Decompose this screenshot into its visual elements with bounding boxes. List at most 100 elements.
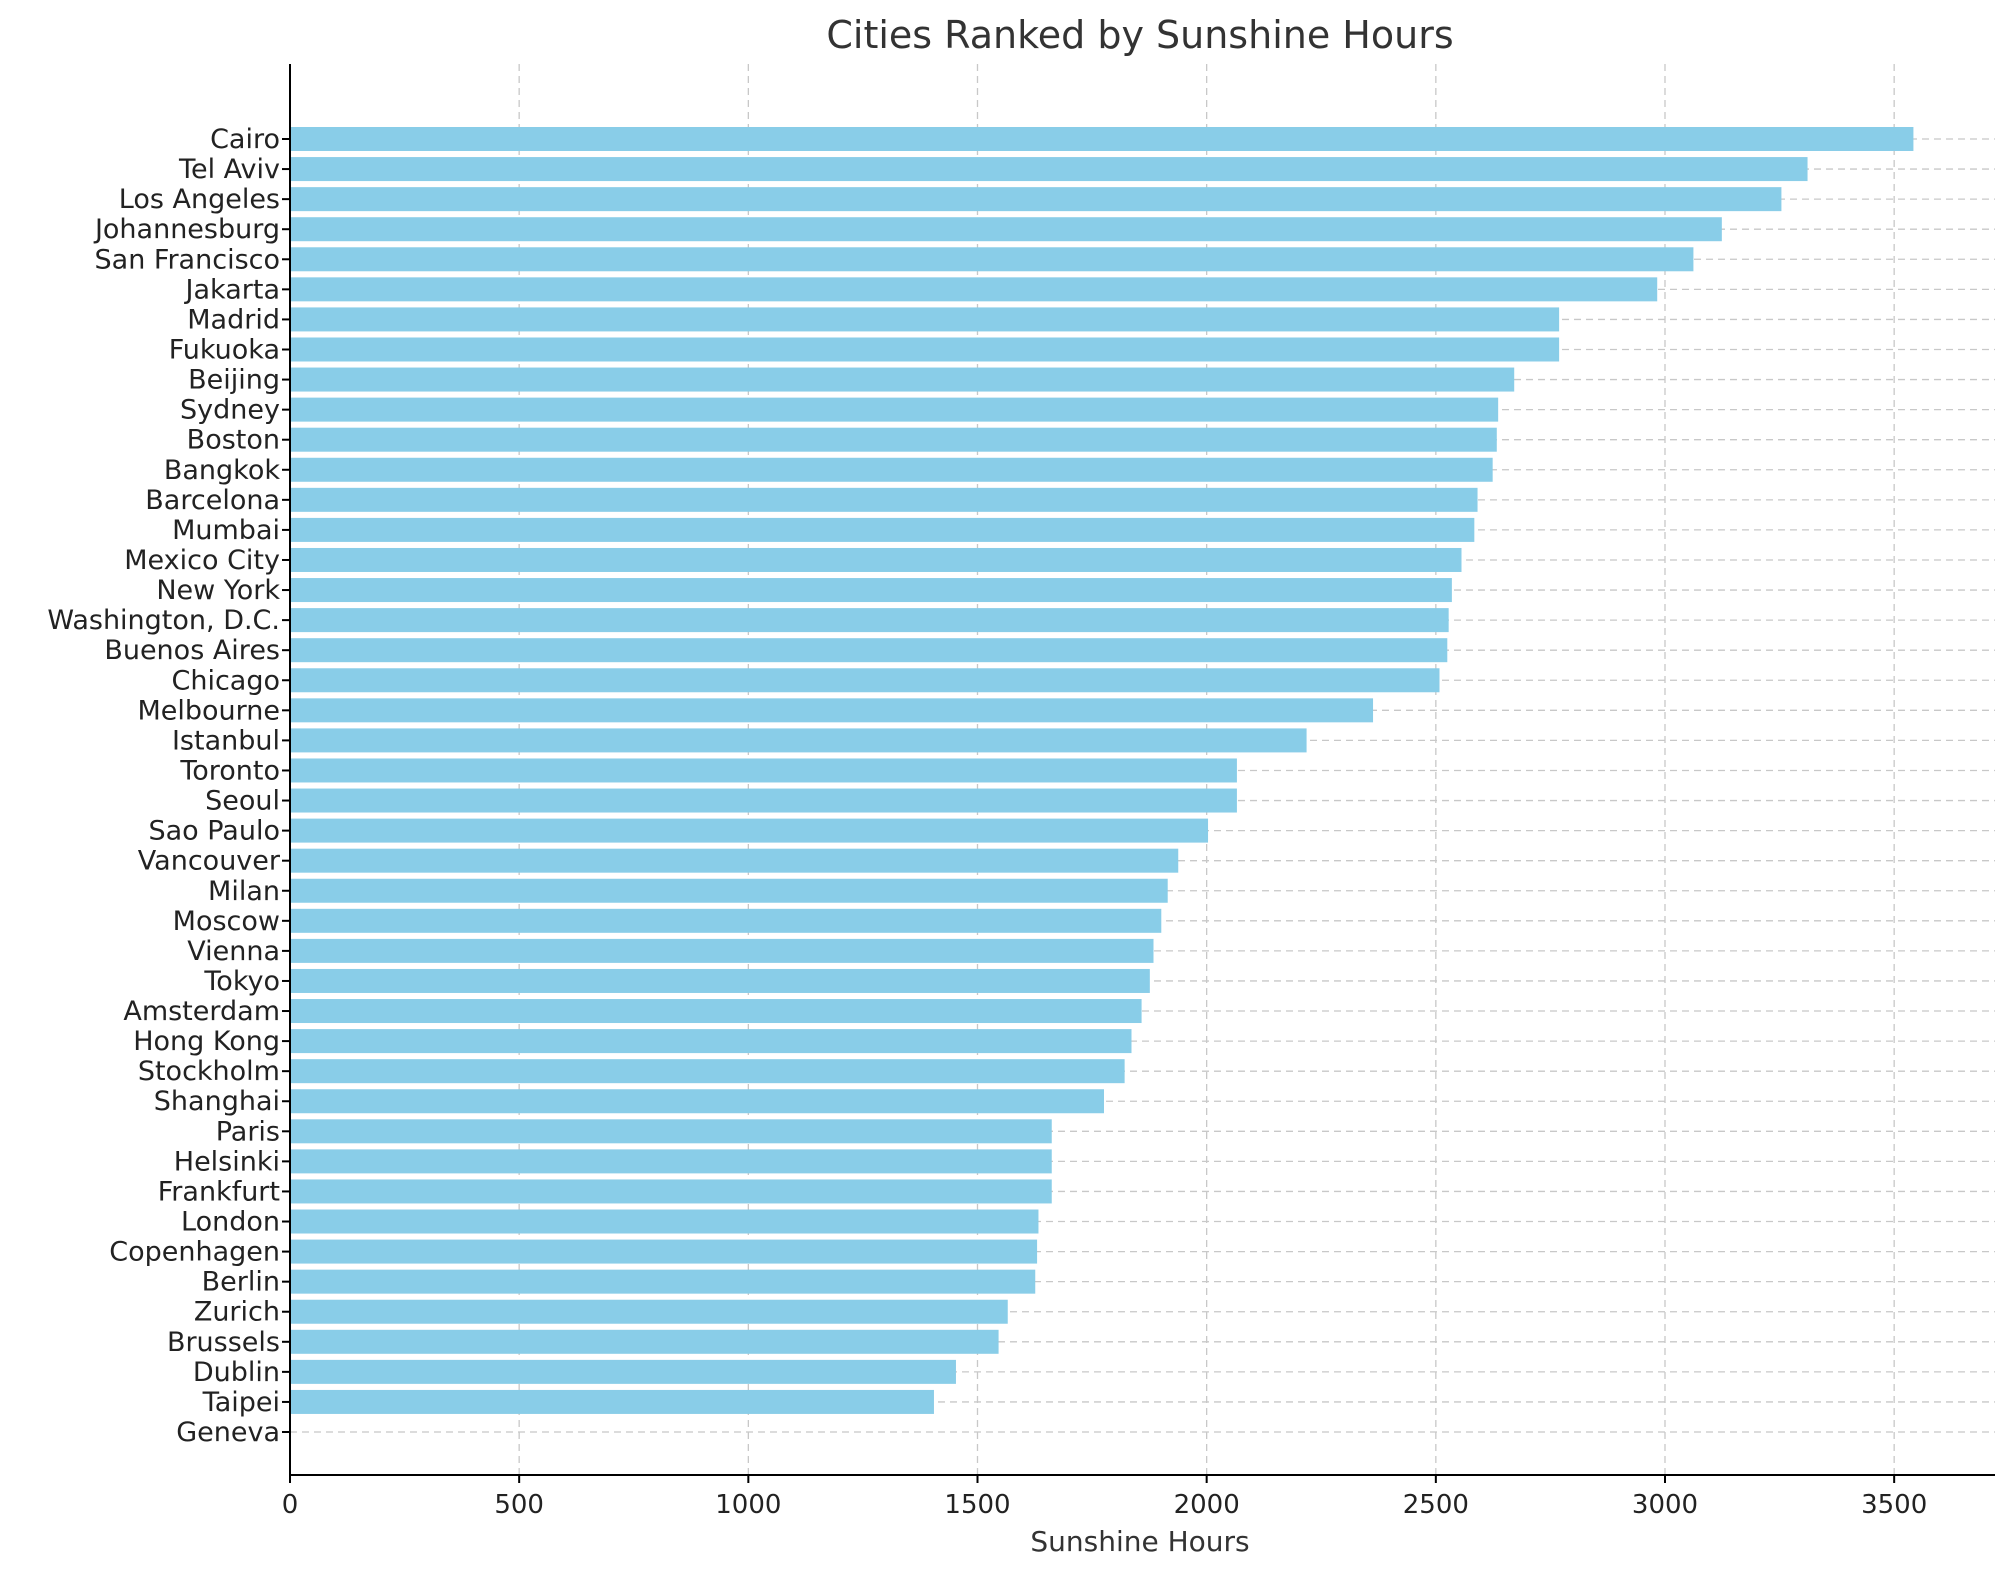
y-tick-label: Chicago [171,665,280,696]
y-tick-label: Paris [216,1116,280,1147]
y-tick-label: New York [156,575,280,606]
bar-milan [290,878,1168,903]
y-tick-label: Shanghai [154,1086,280,1117]
y-tick-label: Toronto [179,755,280,786]
bar-tel-aviv [290,157,1808,182]
y-tick-label: Zurich [194,1297,280,1328]
y-tick-label: Seoul [205,786,280,817]
bar-buenos-aires [290,638,1448,663]
bar-tokyo [290,968,1150,993]
y-tick-label: Sydney [180,395,280,426]
y-tick-label: Copenhagen [109,1237,280,1268]
y-tick-label: Helsinki [174,1146,280,1177]
y-tick-label: Fukuoka [169,334,280,365]
bar-shanghai [290,1089,1104,1114]
y-tick-label: Istanbul [172,725,280,756]
x-tick-label: 500 [494,1490,544,1520]
y-tick-label: Vancouver [138,846,281,877]
y-tick-label: Stockholm [138,1056,280,1087]
y-tick-label: Vienna [187,936,280,967]
bar-madrid [290,307,1560,332]
x-tick-label: 1000 [715,1490,781,1520]
bar-toronto [290,758,1237,783]
bar-vancouver [290,848,1179,873]
chart-title: Cities Ranked by Sunshine Hours [826,13,1453,57]
y-tick-label: Taipei [202,1387,280,1418]
bar-brussels [290,1329,999,1354]
y-tick-label: Boston [187,425,280,456]
x-axis-label: Sunshine Hours [1030,1525,1249,1558]
y-tick-label: Tokyo [203,966,280,997]
bar-new-york [290,578,1452,603]
bar-istanbul [290,728,1307,753]
x-tick-label: 3000 [1632,1490,1698,1520]
bar-helsinki [290,1149,1052,1174]
y-tick-label: Madrid [187,304,280,335]
bar-berlin [290,1269,1036,1294]
x-tick-label: 1500 [944,1490,1010,1520]
bar-amsterdam [290,999,1142,1024]
bar-dublin [290,1359,956,1384]
y-tick-label: Los Angeles [119,184,280,215]
y-tick-label: Amsterdam [123,996,280,1027]
bar-bangkok [290,457,1493,482]
bar-chicago [290,668,1440,693]
bar-vienna [290,938,1154,963]
bar-zurich [290,1299,1008,1324]
y-tick-label: London [181,1207,280,1238]
bar-cairo [290,127,1914,151]
bar-copenhagen [290,1239,1038,1264]
y-tick-label: Mexico City [124,545,280,576]
bar-sydney [290,397,1499,422]
bar-johannesburg [290,217,1722,242]
bar-seoul [290,788,1237,813]
bar-taipei [290,1389,934,1414]
x-tick-labels: 0 500 1000 1500 2000 2500 3000 3500 [282,1475,1927,1520]
y-tick-label: Melbourne [137,695,280,726]
y-tick-label: Berlin [202,1267,280,1298]
y-tick-label: Tel Aviv [178,154,280,185]
bar-fukuoka [290,337,1560,362]
y-tick-label: Hong Kong [133,1026,280,1057]
y-tick-label: Sao Paulo [148,816,280,847]
bar-san-francisco [290,247,1694,272]
y-tick-label: Moscow [173,906,280,937]
y-tick-label: Dublin [193,1357,280,1388]
y-tick-label: Washington, D.C. [47,605,280,636]
bar-london [290,1209,1039,1234]
bar-melbourne [290,698,1374,723]
bar-stockholm [290,1059,1125,1084]
y-tick-label: Geneva [176,1417,280,1448]
bars [290,127,1914,1414]
bar-moscow [290,908,1162,933]
bar-paris [290,1119,1052,1144]
y-tick-label: Barcelona [145,485,280,516]
y-tick-label: Cairo [210,124,280,155]
bar-washington-d-c [290,608,1449,633]
y-tick-label: Jakarta [184,274,280,305]
bar-mexico-city [290,547,1462,572]
bar-boston [290,427,1497,452]
x-tick-label: 3500 [1861,1490,1927,1520]
bar-sao-paulo [290,818,1209,843]
bar-mumbai [290,517,1475,542]
bar-barcelona [290,487,1478,512]
bar-jakarta [290,277,1658,302]
x-tick-label: 0 [282,1490,299,1520]
y-tick-label: Brussels [167,1327,280,1358]
x-tick-label: 2500 [1403,1490,1469,1520]
bar-los-angeles [290,187,1782,212]
y-tick-label: Mumbai [172,515,280,546]
y-tick-label: Buenos Aires [104,635,280,666]
bar-frankfurt [290,1179,1052,1204]
y-tick-label: Bangkok [164,455,281,486]
bar-beijing [290,367,1515,392]
x-tick-label: 2000 [1174,1490,1240,1520]
y-tick-label: Frankfurt [158,1176,280,1207]
y-tick-label: Beijing [188,365,280,396]
y-tick-label: Johannesburg [93,214,280,245]
bar-hong-kong [290,1029,1132,1054]
y-tick-label: San Francisco [95,244,280,275]
